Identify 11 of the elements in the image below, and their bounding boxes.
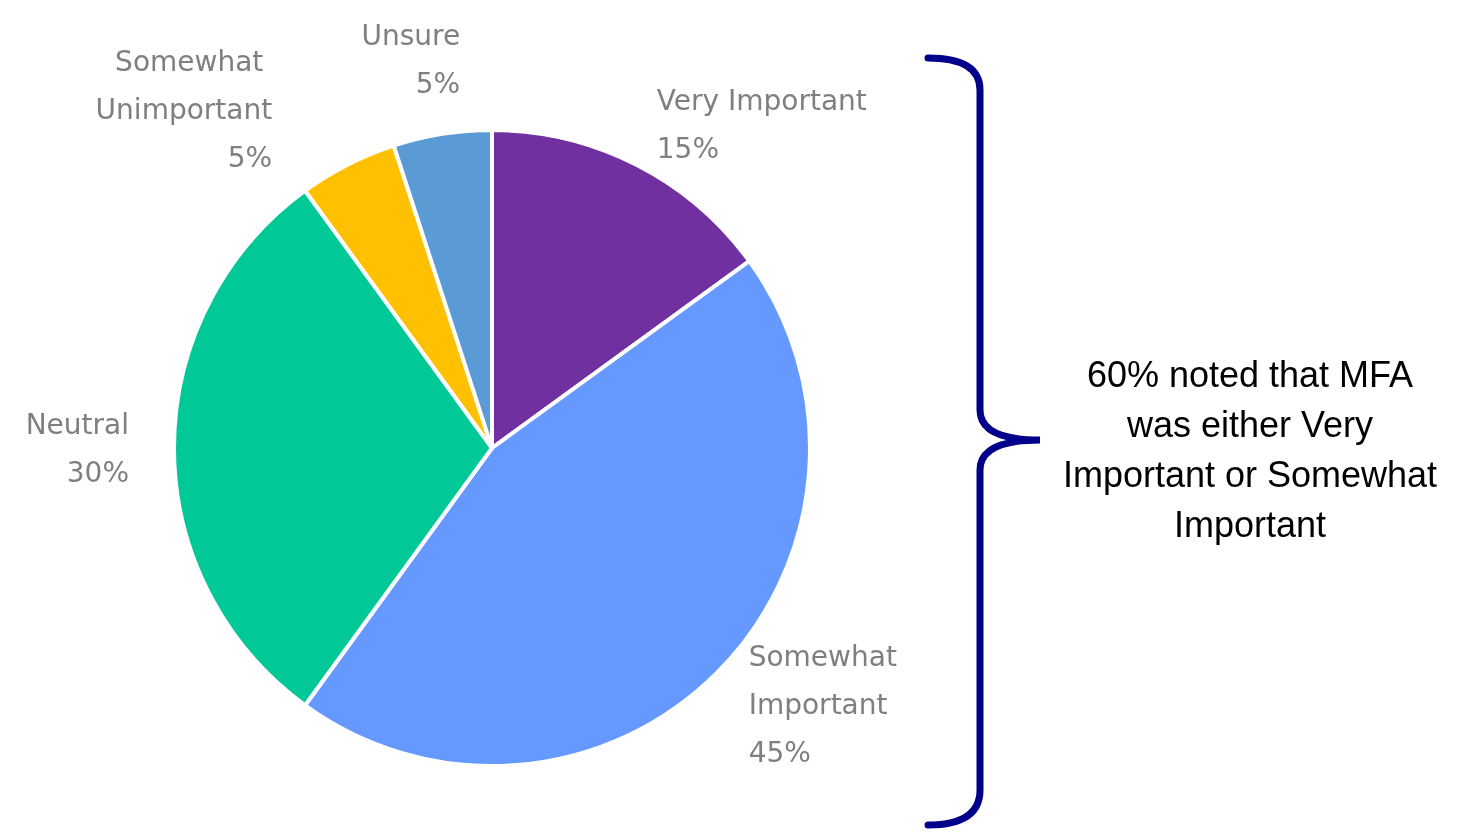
data-label: 15% (656, 132, 720, 166)
slice-label: Somewhat Unimportant (95, 45, 273, 127)
slice-label: Somewhat Important (748, 640, 906, 722)
data-label: 5% (227, 141, 273, 175)
text: 60% noted that MFA was either Very Important or Somewhat Important (1061, 353, 1439, 547)
data-label: 45% (748, 736, 811, 770)
slice-label: Very Important (656, 84, 867, 118)
data-label: 30% (66, 455, 129, 489)
slice-label: Unsure (361, 18, 461, 52)
data-label: 5% (415, 66, 461, 100)
slice-label: Neutral (25, 407, 129, 441)
